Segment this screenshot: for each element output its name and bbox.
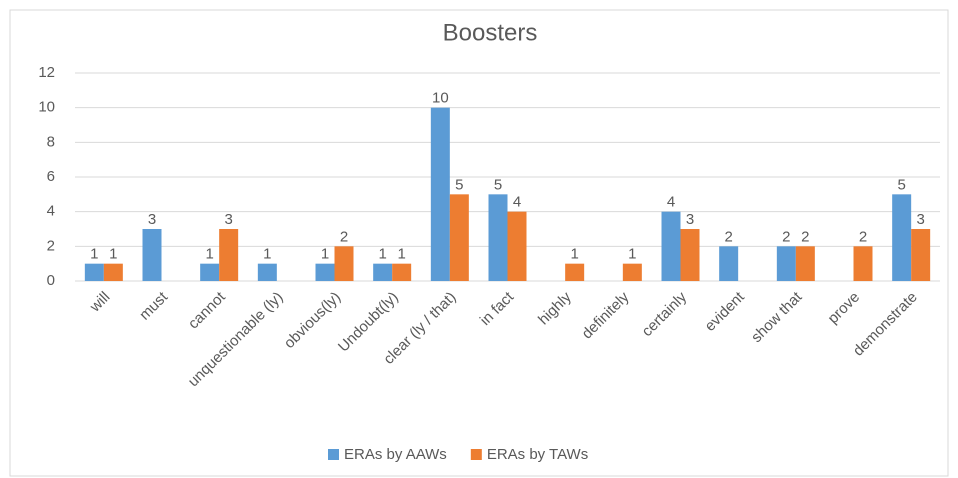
- legend-swatch: [328, 449, 339, 460]
- data-label: 2: [340, 228, 348, 245]
- legend-label: ERAs by TAWs: [487, 446, 588, 463]
- data-label: 3: [224, 211, 232, 228]
- bar: [507, 211, 527, 281]
- data-label: 1: [321, 246, 329, 263]
- bar: [257, 263, 277, 281]
- data-label: 5: [897, 176, 905, 193]
- bar: [142, 229, 162, 281]
- bar: [661, 211, 681, 281]
- data-label: 1: [628, 246, 636, 263]
- data-label: 1: [378, 246, 386, 263]
- bar: [853, 246, 873, 281]
- data-label: 1: [205, 246, 213, 263]
- bar: [565, 263, 585, 281]
- data-label: 3: [148, 211, 156, 228]
- data-label: 2: [782, 228, 790, 245]
- bar: [622, 263, 642, 281]
- bar: [795, 246, 815, 281]
- data-label: 2: [724, 228, 732, 245]
- data-label: 4: [667, 194, 675, 211]
- data-label: 1: [570, 246, 578, 263]
- bar: [430, 107, 450, 282]
- data-label: 5: [494, 176, 502, 193]
- y-tick-label: 2: [47, 237, 55, 254]
- bar: [680, 229, 700, 281]
- data-label: 3: [916, 211, 924, 228]
- bar: [892, 194, 912, 281]
- bar: [219, 229, 239, 281]
- y-tick-label: 12: [38, 64, 55, 81]
- data-label: 5: [455, 176, 463, 193]
- data-label: 3: [686, 211, 694, 228]
- bar: [776, 246, 796, 281]
- data-label: 2: [859, 228, 867, 245]
- bar: [103, 263, 123, 281]
- bar: [719, 246, 739, 281]
- legend-label: ERAs by AAWs: [344, 446, 447, 463]
- data-label: 1: [90, 246, 98, 263]
- data-label: 1: [263, 246, 271, 263]
- y-tick-label: 10: [38, 99, 55, 116]
- data-label: 1: [397, 246, 405, 263]
- bar: [911, 229, 931, 281]
- data-label: 2: [801, 228, 809, 245]
- bar: [449, 194, 469, 281]
- bar: [315, 263, 335, 281]
- chart-title: Boosters: [443, 19, 538, 46]
- y-tick-label: 4: [47, 203, 55, 220]
- data-label: 4: [513, 194, 521, 211]
- data-label: 10: [432, 90, 449, 107]
- chart-border: [9, 9, 949, 477]
- legend-swatch: [470, 449, 482, 460]
- bar: [392, 263, 412, 281]
- bar: [488, 194, 508, 281]
- bar: [200, 263, 220, 281]
- bar: [373, 263, 393, 281]
- y-tick-label: 6: [47, 168, 55, 185]
- y-tick-label: 0: [47, 272, 55, 289]
- data-label: 1: [109, 246, 117, 263]
- bar: [334, 246, 354, 281]
- y-tick-label: 8: [47, 133, 55, 150]
- bar: [84, 263, 104, 281]
